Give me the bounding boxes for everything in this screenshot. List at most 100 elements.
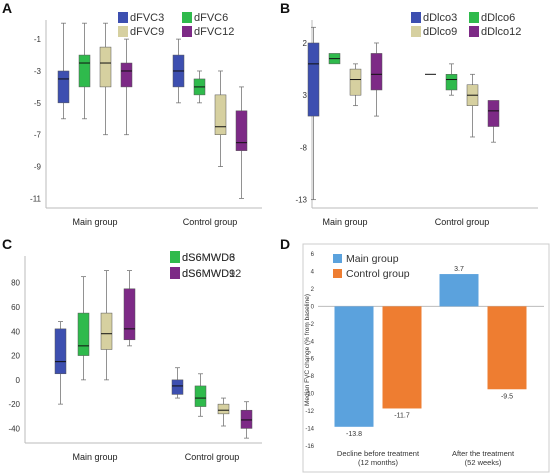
- bar-data-label: -13.8: [346, 431, 362, 438]
- y-tick-label: -10: [305, 392, 314, 398]
- x-category-label: Main group: [322, 217, 367, 227]
- y-tick-label: 20: [11, 352, 20, 361]
- legend-swatch: [118, 12, 128, 23]
- legend-swatch: [333, 254, 342, 263]
- legend-swatch: [469, 12, 479, 23]
- y-tick-label: 80: [11, 279, 20, 288]
- x-category-label: Control group: [435, 217, 490, 227]
- box-iqr: [370, 53, 383, 91]
- bar: [439, 274, 479, 307]
- chart-frame: [302, 243, 550, 473]
- x-category-label: Control group: [185, 452, 240, 462]
- y-tick-label: -8: [300, 143, 308, 152]
- y-tick-label: -5: [34, 99, 42, 108]
- legend-swatch: [118, 26, 128, 37]
- y-tick-label: -2: [309, 322, 315, 328]
- legend-label: dFVC3: [130, 12, 164, 24]
- x-category-label: Main group: [72, 452, 117, 462]
- y-tick-label: -4: [309, 339, 315, 345]
- 6mwd-boxplot-chart: 80 60 40 20 0 -20 -40 Main group Control group dS…: [8, 251, 262, 462]
- panel-c-6mwd-boxplot: C 80 60 40 20 0 -20 -40 Main group Control group…: [0, 236, 276, 475]
- box-iqr: [171, 379, 184, 395]
- x-category-label: Control group: [183, 217, 238, 227]
- x-category-label: (12 months): [358, 458, 399, 467]
- x-category-label: After the treatment: [452, 449, 515, 458]
- legend-label: dFVC6: [194, 12, 228, 24]
- y-tick-label: 0: [311, 304, 315, 310]
- legend-label: dS6MWD9: [182, 268, 235, 280]
- box-iqr: [214, 94, 227, 135]
- bar: [334, 306, 374, 427]
- dlco-boxplot-chart: 2 3 -8 -13 Main group Control group dDlco3 dDlc…: [295, 12, 538, 227]
- legend-swatch: [182, 26, 192, 37]
- legend-label: dDlco9: [423, 26, 457, 38]
- y-tick-label: 0: [16, 376, 21, 385]
- panel-letter: A: [2, 0, 13, 16]
- y-tick-label: -11: [30, 194, 42, 203]
- panel-a-fvc-boxplot: A -1 -3 -5 -7 -9 -11 Main group Control group dF…: [0, 0, 276, 236]
- legend-swatch: [411, 12, 421, 23]
- y-tick-label: 40: [11, 327, 20, 336]
- y-tick-label: 3: [303, 91, 308, 100]
- x-category-label: (52 weeks): [465, 458, 502, 467]
- box-iqr: [123, 288, 136, 341]
- y-tick-label: -3: [34, 67, 42, 76]
- legend-swatch: [469, 26, 479, 37]
- box-iqr: [194, 385, 207, 407]
- box-iqr: [240, 409, 253, 429]
- legend-label: dFVC9: [130, 26, 164, 38]
- box-iqr: [57, 70, 70, 104]
- bar: [487, 306, 527, 390]
- legend-label: dDlco3: [423, 12, 457, 24]
- legend-swatch: [182, 12, 192, 23]
- box-iqr: [78, 54, 91, 88]
- box-iqr: [77, 312, 90, 356]
- legend-swatch: [411, 26, 421, 37]
- legend-label: dDlco12: [481, 26, 521, 38]
- legend-swatch: [170, 267, 180, 279]
- panel-letter: D: [280, 236, 291, 252]
- legend-label: dS6MWD3: [182, 252, 235, 264]
- bar: [382, 306, 422, 409]
- y-tick-label: 4: [311, 269, 315, 275]
- fvc-boxplot-chart: -1 -3 -5 -7 -9 -11 Main group Control group dFVC…: [30, 12, 262, 227]
- box-iqr: [100, 312, 113, 350]
- panel-b-dlco-boxplot: B 2 3 -8 -13 Main group Control group dDlco3 dD…: [276, 0, 553, 236]
- y-tick-label: -7: [34, 131, 42, 140]
- legend-label: Main group: [346, 253, 399, 265]
- box-iqr: [235, 110, 248, 151]
- legend-label: dS6MWD12: [182, 268, 241, 280]
- x-category-label: Decline before treatment: [337, 449, 420, 458]
- legend-label: dDlco6: [481, 12, 515, 24]
- box-iqr: [217, 403, 230, 415]
- y-axis-title: Median FVC change (% from baseline): [304, 294, 311, 406]
- y-tick-label: -12: [305, 409, 314, 415]
- legend-label: Control group: [346, 268, 410, 280]
- panel-d-fvc-bar-chart: D 6 4 2 0 -2 -4 -6 -8 -10 -12 -14 -16 Median FVC cha…: [276, 236, 553, 475]
- y-tick-label: -13: [295, 196, 307, 205]
- legend-swatch: [333, 269, 342, 278]
- box-iqr: [349, 68, 362, 96]
- legend-label: dS6MWD6: [182, 252, 235, 264]
- box-iqr: [307, 42, 320, 117]
- y-tick-label: -40: [8, 424, 20, 433]
- panel-letter: C: [2, 236, 13, 252]
- box-iqr: [120, 62, 133, 88]
- box-iqr: [487, 100, 500, 127]
- y-tick-label: 2: [303, 39, 308, 48]
- y-tick-label: -14: [305, 427, 314, 433]
- box-iqr: [445, 74, 458, 91]
- box-iqr: [54, 328, 67, 375]
- y-tick-label: -8: [309, 374, 315, 380]
- y-tick-label: -6: [309, 357, 315, 363]
- y-tick-label: 2: [311, 287, 315, 293]
- bar-data-label: 3.7: [454, 266, 464, 273]
- y-tick-label: 60: [11, 303, 20, 312]
- y-tick-label: 6: [311, 252, 315, 258]
- x-category-label: Main group: [72, 217, 117, 227]
- bar-data-label: -9.5: [501, 393, 513, 400]
- y-tick-label: -16: [305, 444, 314, 450]
- panel-letter: B: [280, 0, 291, 16]
- fvc-change-bar-chart: 6 4 2 0 -2 -4 -6 -8 -10 -12 -14 -16 Median FVC chang…: [302, 243, 550, 473]
- y-tick-label: -9: [34, 163, 42, 172]
